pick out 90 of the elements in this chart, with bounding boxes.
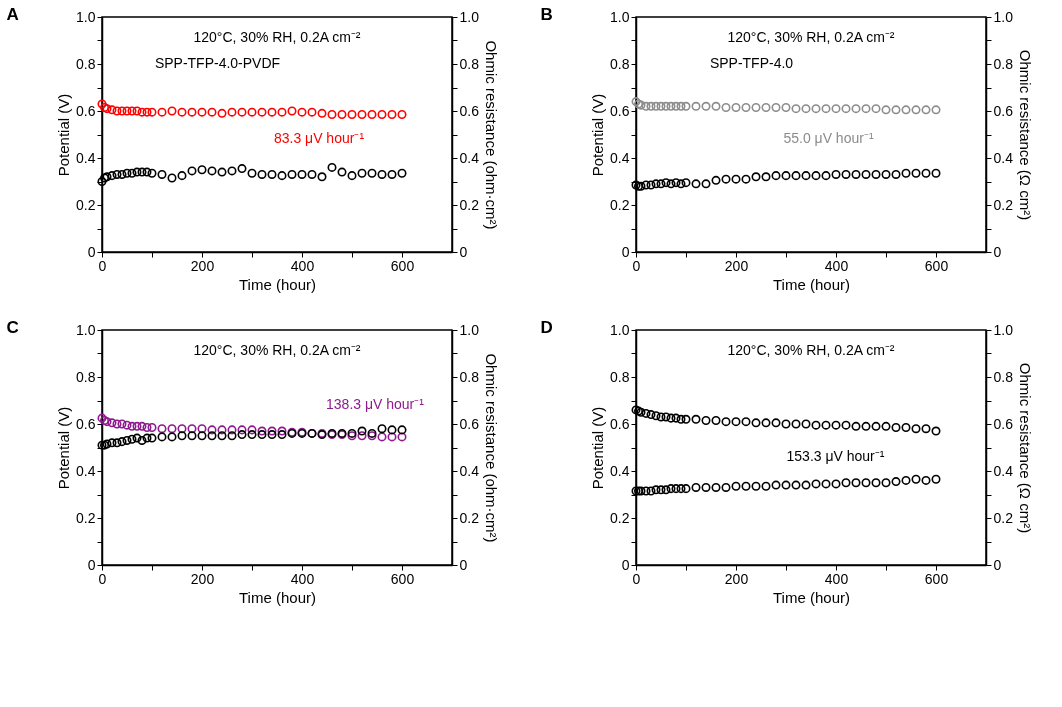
y2-tick-label: 0.4 [459,149,480,166]
x-tick-label: 200 [190,570,215,587]
y-tick-label: 1.0 [76,321,96,338]
x-tick-label: 0 [632,570,641,587]
y2-tick-label: 0.8 [459,55,480,72]
x-tick-label: 600 [924,570,949,587]
y-axis-title: Potential (V) [55,406,73,490]
y-tick-label: 0.4 [76,149,96,166]
y-tick-label: 0.2 [76,196,96,213]
x-tick-label: 400 [824,257,849,274]
y2-axis-title: Ohmic resistance (Ω cm²) [1016,362,1034,534]
x-axis-title: Time (hour) [773,588,850,606]
x-axis-title: Time (hour) [239,588,316,606]
y-tick-label: 0.6 [610,415,630,432]
y2-tick-label: 0.8 [993,55,1014,72]
y2-tick-label: 0 [993,243,1002,260]
y-tick-label: 0 [621,243,630,260]
x-axis-title: Time (hour) [239,275,316,293]
y-tick-label: 0 [87,243,96,260]
y2-tick-label: 1.0 [993,8,1014,25]
y-axis-title: Potential (V) [55,93,73,177]
y-axis-title: Potential (V) [589,406,607,490]
y2-tick-label: 0 [459,556,468,573]
y2-axis-title: Ohmic resistance (ohm·cm²) [482,353,500,543]
y2-tick-label: 0.6 [459,415,480,432]
annotation: 120°C, 30% RH, 0.2A cm⁻² [193,342,361,359]
y2-tick-label: 0 [459,243,468,260]
x-tick-label: 200 [724,570,749,587]
y-tick-label: 0.2 [610,509,630,526]
x-tick-label: 200 [724,257,749,274]
y2-tick-label: 1.0 [459,8,480,25]
y-tick-label: 0.2 [76,509,96,526]
annotation: 120°C, 30% RH, 0.2A cm⁻² [727,29,895,46]
chart-title: B [540,5,553,24]
annotation: 120°C, 30% RH, 0.2A cm⁻² [727,342,895,359]
y2-tick-label: 0.4 [993,462,1014,479]
annotation: 138.3 μV hour⁻¹ [326,396,425,413]
y-tick-label: 0 [621,556,630,573]
y-tick-label: 0.6 [610,102,630,119]
y2-tick-label: 0.8 [993,368,1014,385]
chart-title: A [6,5,19,24]
y2-tick-label: 0.2 [459,196,480,213]
x-axis-title: Time (hour) [773,275,850,293]
x-tick-label: 600 [390,257,415,274]
y2-tick-label: 1.0 [459,321,480,338]
y-tick-label: 0.6 [76,415,96,432]
y2-tick-label: 0.6 [993,102,1014,119]
y-tick-label: 0.8 [76,368,96,385]
x-tick-label: 400 [824,570,849,587]
x-tick-label: 400 [290,257,315,274]
y-tick-label: 1.0 [610,321,630,338]
annotation: 83.3 μV hour⁻¹ [273,130,365,147]
y-tick-label: 0 [87,556,96,573]
y2-tick-label: 1.0 [993,321,1014,338]
y-tick-label: 0.4 [610,149,630,166]
y-tick-label: 0.8 [610,55,630,72]
y-tick-label: 0.8 [610,368,630,385]
y-tick-label: 1.0 [76,8,96,25]
y2-tick-label: 0.8 [459,368,480,385]
y2-tick-label: 0.2 [993,509,1014,526]
y2-tick-label: 0.6 [459,102,480,119]
chart-title: D [540,318,553,337]
y-tick-label: 0.4 [76,462,96,479]
y-axis-title: Potential (V) [589,93,607,177]
y2-axis-title: Ohmic resistance (Ω cm²) [1016,49,1034,221]
x-tick-label: 600 [390,570,415,587]
y-tick-label: 0.2 [610,196,630,213]
x-tick-label: 0 [632,257,641,274]
y-tick-label: 0.8 [76,55,96,72]
annotation: SPP-TFP-4.0 [709,55,794,71]
y-tick-label: 1.0 [610,8,630,25]
x-tick-label: 200 [190,257,215,274]
y-tick-label: 0.6 [76,102,96,119]
chart-title: C [6,318,19,337]
y2-tick-label: 0.2 [993,196,1014,213]
y2-tick-label: 0.6 [993,415,1014,432]
y2-tick-label: 0.4 [459,462,480,479]
annotation: 120°C, 30% RH, 0.2A cm⁻² [193,29,361,46]
x-tick-label: 400 [290,570,315,587]
y2-tick-label: 0.4 [993,149,1014,166]
annotation: 153.3 μV hour⁻¹ [786,447,885,464]
y2-tick-label: 0.2 [459,509,480,526]
x-tick-label: 0 [98,257,107,274]
x-tick-label: 600 [924,257,949,274]
y2-tick-label: 0 [993,556,1002,573]
y-tick-label: 0.4 [610,462,630,479]
annotation: SPP-TFP-4.0-PVDF [154,55,281,71]
annotation: 55.0 μV hour⁻¹ [783,130,874,147]
x-tick-label: 0 [98,570,107,587]
y2-axis-title: Ohmic resistance (ohm·cm²) [482,40,500,230]
